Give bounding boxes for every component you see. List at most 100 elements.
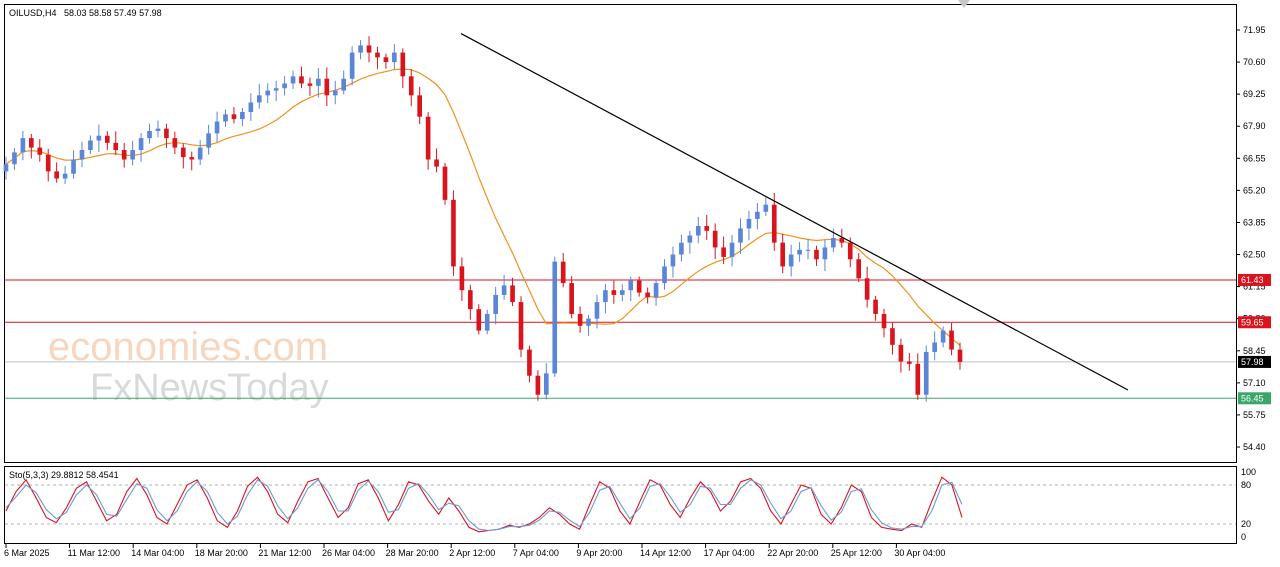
candle-body <box>417 95 423 117</box>
time-tick-label: 26 Mar 04:00 <box>322 548 375 558</box>
price-tick-label: 58.45 <box>1243 346 1266 356</box>
candle-body <box>493 294 498 314</box>
price-tick-label: 63.85 <box>1243 217 1266 227</box>
stochastic-header: Sto(5,3,3) 29.8812 58.4541 <box>9 470 119 480</box>
candle-body <box>780 242 786 267</box>
price-tick-label: 62.50 <box>1243 250 1266 260</box>
candle-body <box>341 78 347 91</box>
candle-body <box>130 149 135 160</box>
candle-body <box>408 76 414 96</box>
candle-body <box>721 247 726 257</box>
candle-body <box>881 313 887 329</box>
candle-body <box>873 299 878 314</box>
price-axis: 71.95 70.60 69.25 67.90 66.55 65.20 63.85 62.50… <box>1236 25 1266 452</box>
candle-body <box>442 166 448 200</box>
candle-body <box>392 52 397 63</box>
candle-body <box>20 138 26 153</box>
candle-body <box>628 280 634 291</box>
candle-body <box>957 349 963 362</box>
candle-body <box>214 121 220 134</box>
candle-body <box>746 218 752 229</box>
time-tick-label: 21 Mar 12:00 <box>258 548 311 558</box>
moving-average-line <box>5 68 961 346</box>
stochastic-tick-label: 80 <box>1241 480 1251 490</box>
candle-body <box>611 290 617 295</box>
time-axis: 6 Mar 2025 11 Mar 12:00 14 Mar 04:00 18 Mar… <box>4 544 945 558</box>
candle-body <box>206 133 211 148</box>
time-tick-label: 9 Apr 20:00 <box>576 548 622 558</box>
candle-body <box>307 83 313 86</box>
candle-body <box>712 230 718 248</box>
level-label-bg <box>1238 392 1271 405</box>
stochastic-tick-label: 0 <box>1241 532 1246 542</box>
candle-body <box>645 292 650 298</box>
candle-body <box>864 278 870 300</box>
stochastic-main-line <box>5 476 963 533</box>
candle-body <box>831 237 836 248</box>
price-tick-label: 54.40 <box>1243 442 1266 452</box>
price-tick-label: 61.15 <box>1243 282 1266 292</box>
price-tick-label: 67.90 <box>1243 121 1266 131</box>
time-tick-label: 6 Mar 2025 <box>4 548 50 558</box>
candle-body <box>805 249 811 251</box>
trendline <box>460 33 1129 391</box>
candle-body <box>543 373 549 395</box>
candle-body <box>459 266 465 291</box>
candle-body <box>552 261 558 374</box>
candle-body <box>695 226 701 236</box>
time-tick-label: 30 Apr 04:00 <box>894 548 945 558</box>
candle-body <box>172 138 178 148</box>
candle-body <box>932 342 937 352</box>
candle-body <box>265 90 271 96</box>
candle-body <box>299 76 304 84</box>
candle-body <box>560 261 566 284</box>
candle-body <box>679 242 684 255</box>
candle-body <box>88 140 93 150</box>
candle-body <box>104 135 110 143</box>
candle-body <box>653 283 659 298</box>
candle-body <box>164 128 169 139</box>
candle-body <box>231 114 237 120</box>
candle-body <box>594 302 600 319</box>
candle-body <box>738 228 743 243</box>
candle-body <box>366 45 372 53</box>
candle-body <box>375 52 380 58</box>
level-label: 61.43 <box>1241 275 1264 285</box>
candle-body <box>121 149 127 160</box>
level-label-bg <box>1238 273 1271 286</box>
candle-body <box>425 116 431 160</box>
candle-body <box>569 283 574 314</box>
candle-body <box>729 242 735 257</box>
symbol-header: OILUSD,H4 <box>9 8 57 18</box>
candle-body <box>797 249 802 255</box>
candle-body <box>771 204 777 243</box>
candle-body <box>847 242 853 260</box>
price-tick-label: 69.25 <box>1243 89 1266 99</box>
level-label-bg <box>1238 316 1271 329</box>
trendline-group <box>460 33 1129 391</box>
candle-body <box>223 114 228 122</box>
time-tick-label: 2 Apr 12:00 <box>449 548 495 558</box>
main-panel-frame <box>4 4 1237 463</box>
candle-body <box>79 149 85 160</box>
candle-body <box>814 249 819 260</box>
candle-body <box>510 285 515 303</box>
stochastic-lines <box>5 476 1236 533</box>
candle-body <box>138 138 144 150</box>
candle-body <box>856 259 862 279</box>
candle-body <box>484 313 490 331</box>
candle-body <box>358 45 363 53</box>
ohlc-header: 58.03 58.58 57.49 57.98 <box>64 8 162 18</box>
time-tick-label: 7 Apr 04:00 <box>513 548 559 558</box>
level-label: 57.98 <box>1241 357 1264 367</box>
horizontal-levels <box>5 279 1236 399</box>
time-tick-label: 11 Mar 12:00 <box>68 548 120 558</box>
candle-body <box>755 211 760 219</box>
candle-body <box>400 52 406 77</box>
candle-body <box>113 142 119 150</box>
scroll-marker-icon[interactable] <box>958 0 970 8</box>
candle-body <box>586 318 591 326</box>
candle-body <box>915 363 921 395</box>
candle-body <box>518 302 524 350</box>
candle-body <box>890 328 895 345</box>
